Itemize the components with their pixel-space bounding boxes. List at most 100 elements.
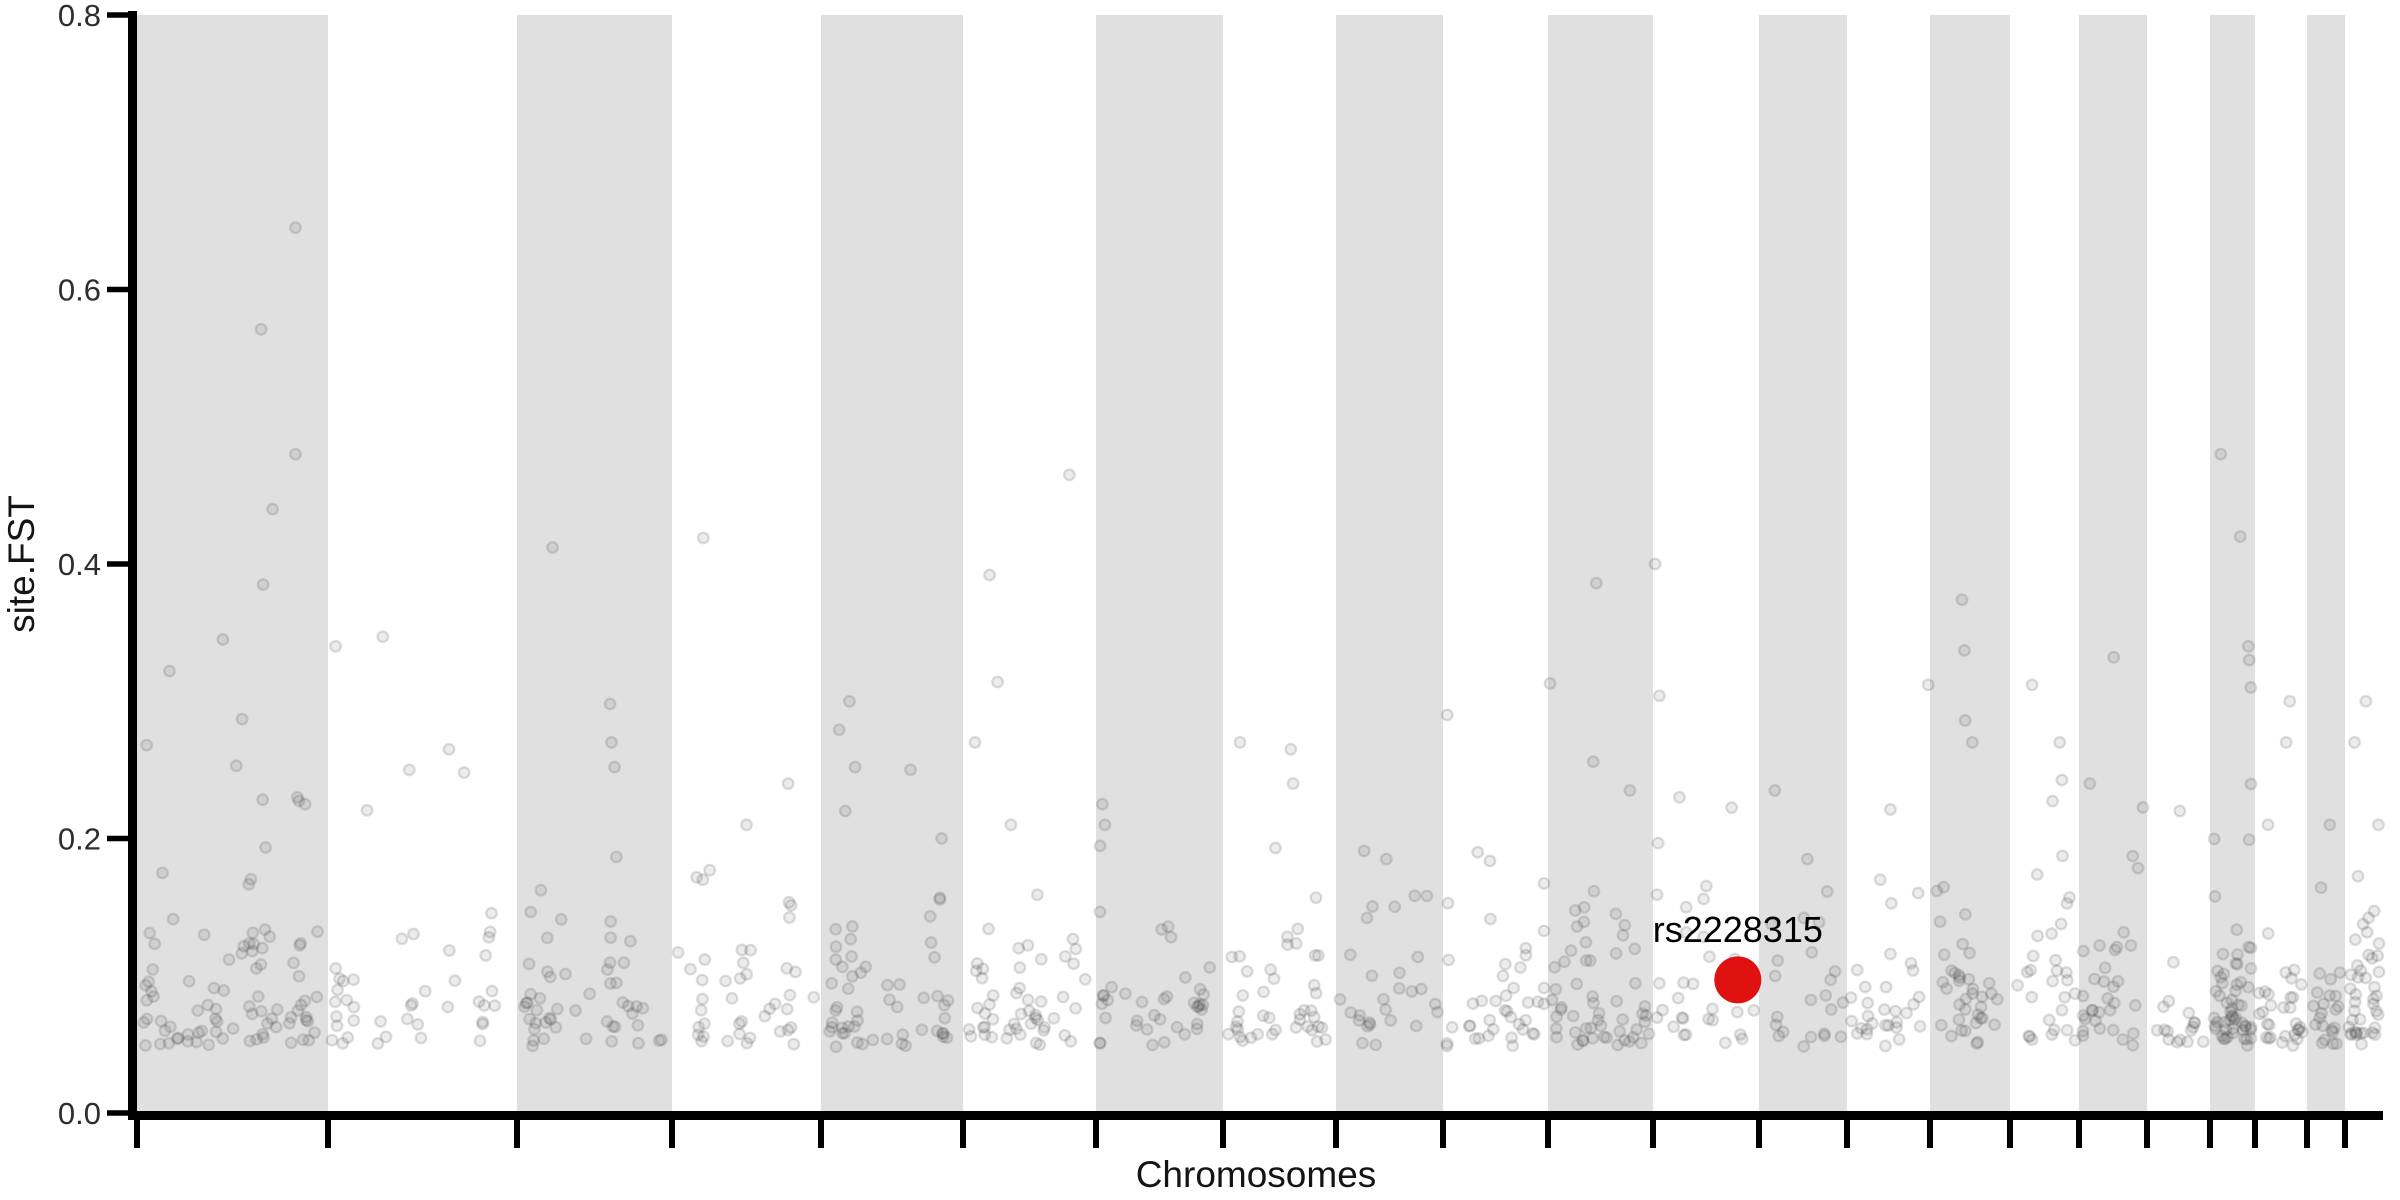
data-point (146, 962, 160, 976)
data-point (683, 962, 697, 976)
data-point-outlier (1379, 852, 1393, 866)
data-point (1936, 975, 1950, 989)
data-point (1907, 997, 1921, 1011)
data-point (2244, 1020, 2258, 1034)
data-point (1078, 972, 1092, 986)
data-point (1819, 988, 1833, 1002)
chromosome-band-11 (1548, 15, 1653, 1113)
data-point (395, 932, 409, 946)
data-point (940, 1031, 954, 1045)
data-point (1652, 976, 1666, 990)
data-point (915, 1023, 929, 1037)
data-point (1651, 836, 1665, 850)
data-point (140, 993, 154, 1007)
data-point (2359, 971, 2373, 985)
data-point (962, 1023, 976, 1036)
data-point (604, 915, 618, 928)
data-point (2350, 959, 2364, 972)
data-point (970, 957, 984, 970)
data-point (292, 794, 306, 808)
data-point (782, 911, 796, 925)
data-point (2349, 988, 2363, 1001)
data-point (1007, 1017, 1021, 1031)
data-point (2288, 1028, 2302, 1042)
data-point (2369, 1004, 2383, 1018)
x-tick-chr17 (2076, 1120, 2082, 1148)
data-point (825, 1016, 839, 1030)
data-point-outlier (254, 322, 268, 336)
data-point (866, 1033, 880, 1047)
data-point (1195, 1003, 1209, 1017)
data-point (1549, 1022, 1563, 1036)
x-tick-chr6 (960, 1120, 966, 1148)
data-point (1366, 900, 1379, 913)
data-point (1671, 991, 1685, 1005)
data-point (1776, 1025, 1790, 1039)
data-point (1521, 996, 1535, 1009)
data-point (733, 971, 747, 985)
data-point (1638, 1015, 1652, 1029)
x-tick-chr13 (1756, 1120, 1762, 1148)
data-point (2230, 957, 2244, 971)
data-point (652, 1034, 666, 1048)
data-point-outlier (216, 633, 230, 646)
data-point (835, 1021, 849, 1035)
data-point-outlier (256, 578, 270, 592)
data-point (1190, 1000, 1204, 1014)
data-point (1157, 1035, 1171, 1049)
data-point (527, 1022, 541, 1036)
data-point (2286, 991, 2300, 1004)
data-point (1519, 941, 1533, 955)
x-tick-chr3 (514, 1120, 520, 1148)
data-point (703, 863, 717, 877)
data-point (2076, 1009, 2090, 1023)
data-point (1312, 1020, 1325, 1034)
data-point (2241, 980, 2255, 994)
data-point (1570, 920, 1584, 934)
highlight-point (1714, 956, 1762, 1004)
data-point (1550, 1010, 1564, 1024)
data-point (719, 974, 733, 988)
data-point (483, 925, 497, 939)
data-point (2244, 1023, 2258, 1036)
data-point (2106, 1023, 2120, 1037)
data-point (1411, 950, 1425, 964)
data-point (1343, 948, 1357, 962)
data-point (1178, 1027, 1192, 1041)
data-point (1029, 1011, 1042, 1025)
data-point (1357, 844, 1371, 858)
data-point (2226, 1010, 2239, 1024)
data-point (1568, 904, 1582, 917)
x-tick-chr5 (818, 1120, 824, 1148)
data-point (249, 961, 263, 975)
data-point (1095, 997, 1109, 1011)
data-point (1428, 997, 1442, 1011)
data-point-outlier (605, 735, 618, 749)
data-point (155, 866, 169, 880)
data-point-outlier (229, 759, 243, 773)
data-point (2024, 963, 2038, 977)
data-point (1038, 1020, 1051, 1034)
data-point (2224, 1005, 2237, 1019)
data-point (2107, 996, 2121, 1010)
data-point (609, 976, 623, 990)
data-point (985, 1030, 999, 1044)
data-point (2366, 1026, 2379, 1040)
data-point (1269, 841, 1282, 855)
x-tick-chr9 (1333, 1120, 1339, 1148)
data-point (2025, 990, 2039, 1004)
x-tick-chr16 (2007, 1120, 2013, 1148)
y-tick-label-0.0: 0.0 (58, 1096, 101, 1131)
data-point (971, 1001, 984, 1015)
data-point (1105, 980, 1119, 994)
data-point (2343, 982, 2357, 996)
data-point (2076, 944, 2090, 958)
data-point (2262, 1018, 2276, 1032)
data-point (1483, 1013, 1497, 1027)
data-point (1697, 892, 1711, 906)
data-point (2349, 1028, 2363, 1042)
data-point (583, 987, 597, 1001)
data-point (1579, 954, 1593, 967)
data-point (1527, 1027, 1541, 1041)
data-point (2218, 1015, 2232, 1029)
